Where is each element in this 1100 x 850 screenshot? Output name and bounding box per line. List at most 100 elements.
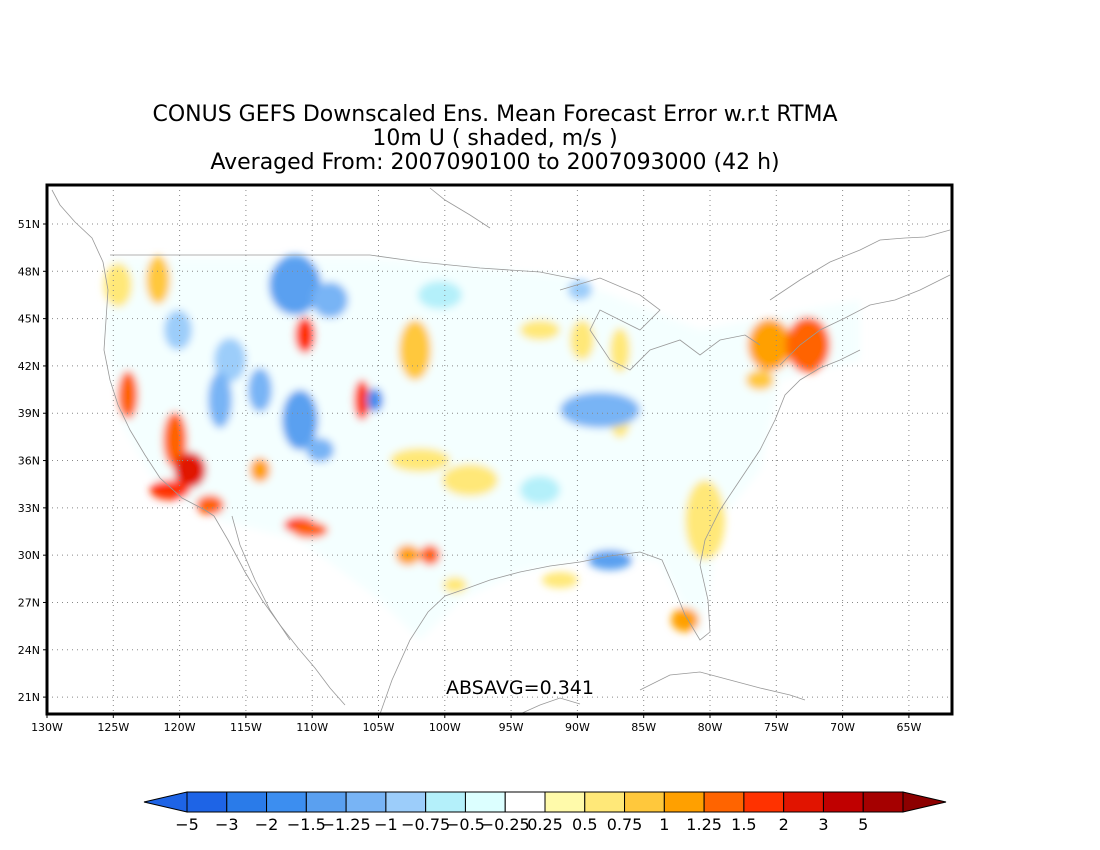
error-blob (208, 372, 232, 428)
mexico-gulf-coast (379, 349, 861, 714)
lon-tick-label: 90W (565, 721, 590, 734)
colorbar-swatch (464, 791, 506, 813)
lon-tick-label: 110W (296, 721, 328, 734)
error-blob (163, 412, 187, 468)
colorbar-label: 0.25 (527, 815, 563, 834)
error-blob (146, 256, 170, 304)
colorbar-label: 2 (779, 815, 789, 834)
colorbar-label: 0.5 (572, 815, 597, 834)
error-blob (214, 338, 246, 382)
colorbar-swatch (862, 791, 904, 813)
error-blob (442, 464, 498, 496)
lat-tick-label: 30N (18, 549, 40, 562)
error-blob (118, 371, 138, 419)
pacific-coastline (51, 189, 215, 517)
error-blob (248, 368, 272, 412)
colorbar-swatch (186, 791, 228, 813)
colorbar-swatch (226, 791, 268, 813)
error-blob (568, 280, 592, 300)
error-blob (420, 545, 440, 565)
colorbar-label: 1.5 (731, 815, 756, 834)
colorbar-label: −2 (255, 815, 279, 834)
lon-tick-label: 80W (698, 721, 723, 734)
error-blob (588, 550, 632, 570)
colorbar-label: −1 (374, 815, 398, 834)
error-blob (520, 320, 560, 340)
error-blob (150, 480, 190, 500)
lon-tick-label: 115W (230, 721, 262, 734)
error-blob (104, 263, 132, 307)
error-blob (390, 448, 450, 472)
lat-tick-label: 27N (18, 596, 40, 609)
error-blob (610, 328, 630, 372)
longitude-labels: 130W 125W 120W 115W 110W 105W 100W 95W 90W 85W 80W… (31, 714, 921, 734)
colorbar-swatch (783, 791, 824, 813)
lat-tick-label: 36N (18, 455, 40, 468)
colorbar (143, 791, 947, 813)
error-blob (748, 319, 792, 371)
error-blob (570, 320, 594, 360)
lat-tick-label: 48N (18, 265, 40, 278)
colorbar-swatch (345, 791, 387, 813)
error-blob (396, 545, 420, 565)
coastlines (51, 187, 951, 714)
colorbar-label: −0.5 (446, 815, 485, 834)
lon-tick-label: 100W (429, 721, 461, 734)
colorbar-swatch (663, 791, 705, 813)
lon-tick-label: 85W (631, 721, 656, 734)
colorbar-swatch (822, 791, 864, 813)
canada-border (110, 254, 581, 281)
lat-tick-label: 39N (18, 407, 40, 420)
shaded-error-field (104, 255, 860, 640)
map-title: CONUS GEFS Downscaled Ens. Mean Forecast… (152, 102, 838, 127)
error-blob (250, 458, 270, 482)
error-blob (295, 317, 315, 353)
yucatan-coast (519, 697, 581, 714)
error-blob (542, 572, 578, 588)
lon-tick-label: 75W (764, 721, 789, 734)
lon-tick-label: 125W (97, 721, 129, 734)
error-blob (671, 608, 699, 632)
hudson-bay-hint (429, 187, 491, 229)
lat-tick-label: 24N (18, 644, 40, 657)
lon-tick-label: 70W (830, 721, 855, 734)
colorbar-min-arrow (143, 791, 188, 813)
error-blob (292, 522, 328, 538)
cuba-outline (639, 671, 806, 701)
colorbar-label: −3 (215, 815, 239, 834)
error-blob (164, 310, 192, 350)
error-blob (786, 317, 830, 373)
colorbar-label: 1.25 (686, 815, 722, 834)
colorbar-label: −1.5 (287, 815, 326, 834)
northeast-coast (779, 274, 951, 366)
lon-tick-label: 65W (896, 721, 921, 734)
absavg-statistic: ABSAVG=0.341 (446, 677, 594, 699)
map-frame (45, 183, 954, 716)
lat-tick-label: 51N (18, 218, 40, 231)
error-blob (269, 255, 321, 315)
error-blob (746, 370, 774, 390)
error-blob (312, 282, 348, 318)
great-lakes (559, 277, 761, 371)
lat-tick-label: 33N (18, 502, 40, 515)
colorbar-swatch (703, 791, 745, 813)
colorbar-swatch (385, 791, 427, 813)
lon-tick-label: 130W (31, 721, 63, 734)
colorbar-max-arrow (902, 791, 947, 813)
error-blob (685, 480, 725, 560)
colorbar-label: 3 (818, 815, 828, 834)
error-blob (520, 476, 560, 504)
canada-north-coast (769, 229, 951, 301)
error-blob (354, 380, 370, 420)
error-blob (306, 438, 334, 462)
error-blob (367, 388, 383, 412)
lat-lon-grid (47, 185, 952, 714)
lon-tick-label: 95W (499, 721, 524, 734)
colorbar-swatch (305, 791, 347, 813)
colorbar-label: 1 (659, 815, 669, 834)
colorbar-swatch (504, 791, 546, 813)
error-blob (196, 495, 224, 515)
colorbar-label: 5 (858, 815, 868, 834)
lat-tick-label: 42N (18, 360, 40, 373)
